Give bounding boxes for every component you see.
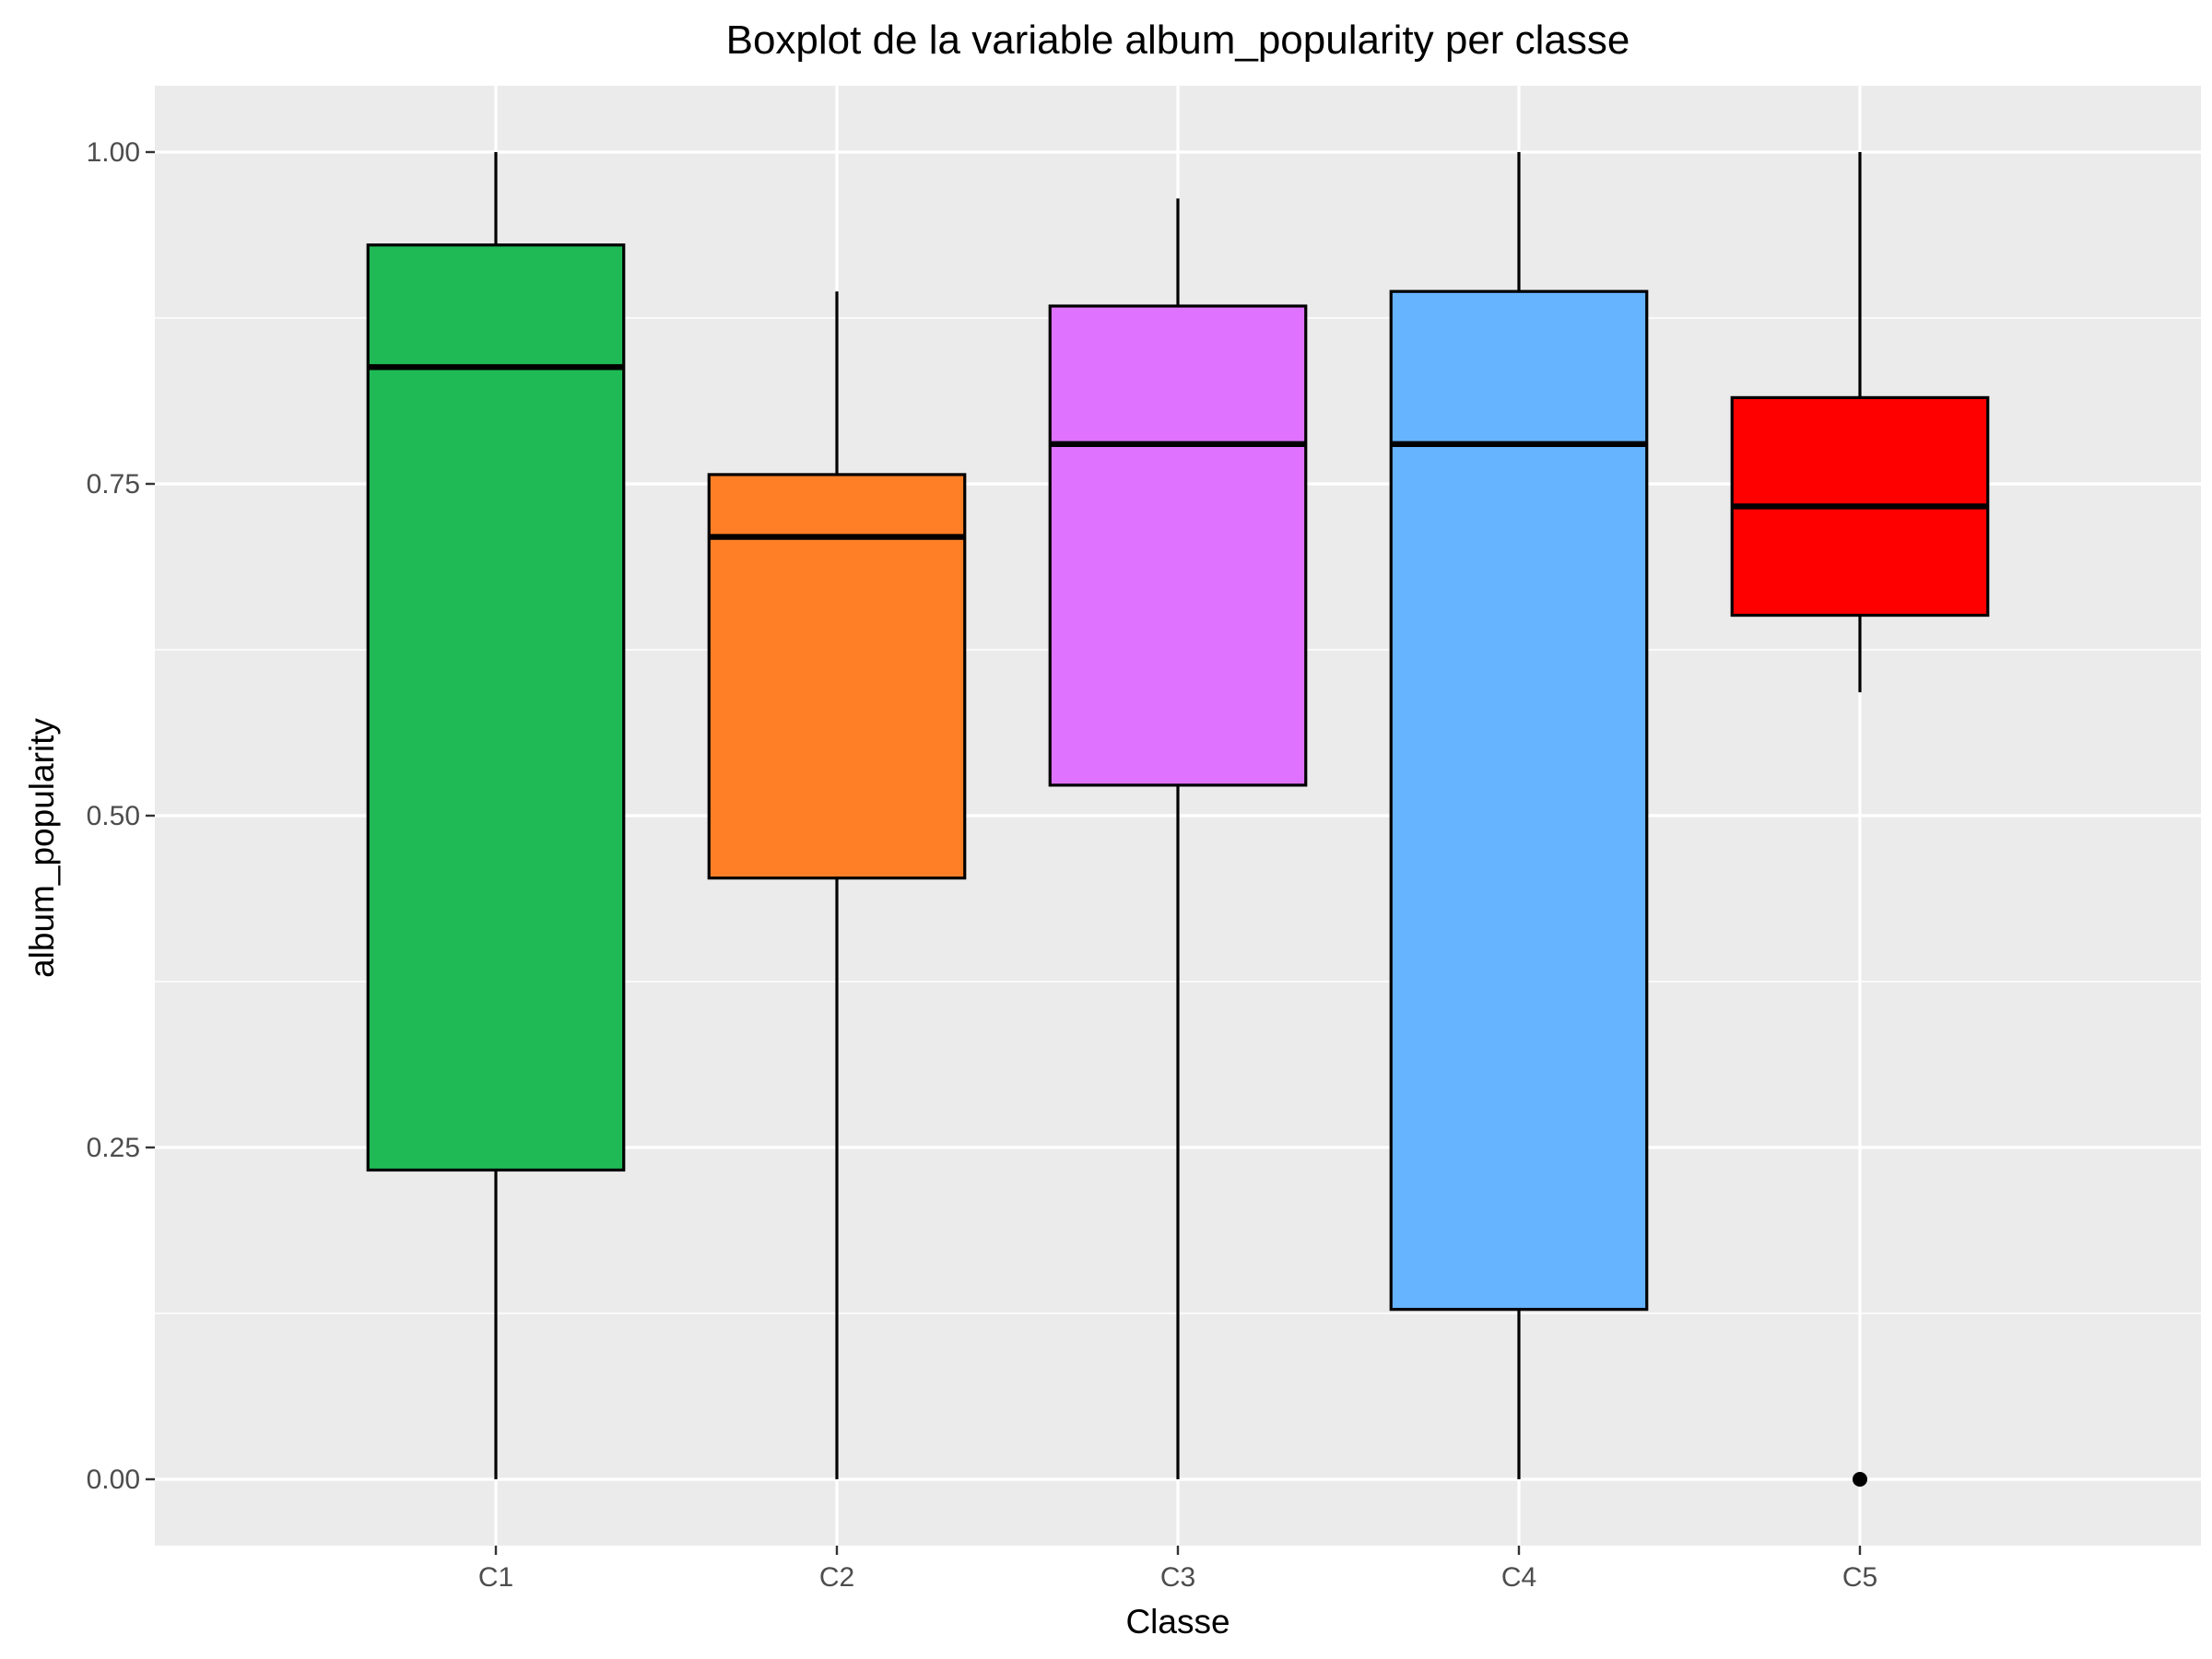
x-axis-title: Classe <box>1125 1603 1230 1641</box>
box-body <box>707 473 967 880</box>
box-c4 <box>1389 152 1649 1479</box>
y-tick-label: 0.75 <box>87 469 140 500</box>
box-body <box>366 243 626 1172</box>
y-axis-title: album_popularity <box>23 718 61 978</box>
x-tick-label: C5 <box>1842 1562 1877 1593</box>
boxes-layer <box>366 152 1990 1487</box>
y-axis: 0.00 0.25 0.50 0.75 1.00 <box>87 137 155 1495</box>
x-tick-label: C2 <box>819 1562 854 1593</box>
box-body <box>1048 304 1308 787</box>
outlier-point <box>1853 1472 1867 1487</box>
box-c1 <box>366 152 626 1479</box>
x-tick-label: C1 <box>478 1562 513 1593</box>
x-tick-label: C4 <box>1501 1562 1536 1593</box>
box-c5 <box>1730 152 1990 1487</box>
y-tick-label: 1.00 <box>87 137 140 168</box>
box-body <box>1389 289 1649 1312</box>
y-tick-label: 0.25 <box>87 1133 140 1163</box>
y-tick-label: 0.50 <box>87 801 140 831</box>
y-tick-label: 0.00 <box>87 1465 140 1495</box>
box-c3 <box>1048 198 1308 1479</box>
box-c2 <box>707 291 967 1479</box>
x-axis: C1 C2 C3 C4 C5 <box>478 1546 1877 1593</box>
x-tick-label: C3 <box>1160 1562 1195 1593</box>
chart-title: Boxplot de la variable album_popularity … <box>726 18 1630 63</box>
